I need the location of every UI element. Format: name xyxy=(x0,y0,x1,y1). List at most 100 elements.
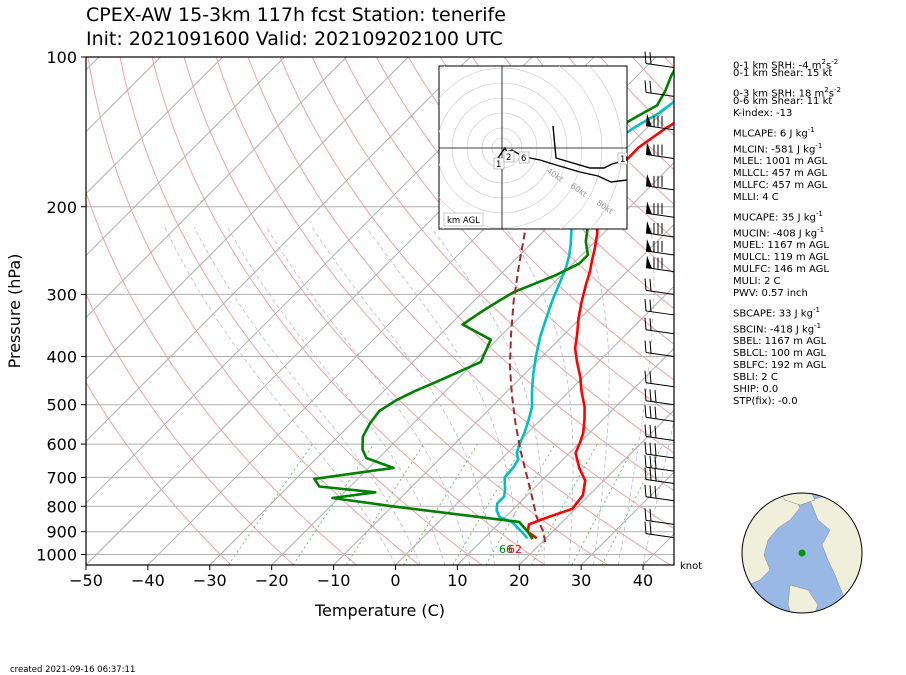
moist-adiabat xyxy=(193,227,421,565)
x-tick-label: 0 xyxy=(390,571,400,590)
dry-adiabat xyxy=(279,57,674,492)
x-tick-label: 10 xyxy=(447,571,467,590)
wind-barb-feather xyxy=(644,405,647,418)
wind-barb-flag xyxy=(646,201,652,215)
plot-frame xyxy=(85,56,675,566)
wind-barb-feather xyxy=(649,522,652,535)
dry-adiabat xyxy=(86,190,357,565)
location-globe xyxy=(741,492,863,614)
wind-barbs xyxy=(644,51,675,539)
dry-adiabat xyxy=(87,57,420,565)
wind-barb-feather xyxy=(649,318,652,331)
wind-barb-feather xyxy=(644,340,647,353)
wind-barb-staff xyxy=(645,435,675,441)
sounding-index-2: 0-3 km SRH: 18 m2s-2 xyxy=(733,86,841,100)
wind-barb-feather xyxy=(654,425,657,438)
dry-adiabat xyxy=(311,57,674,454)
sounding-index-20: SBEL: 1167 m AGL xyxy=(733,336,827,347)
y-tick-label: 700 xyxy=(46,468,77,487)
wind-barb-staff xyxy=(645,352,675,357)
wind-unit-label: knot xyxy=(680,561,702,572)
sounding-index-18: SBCAPE: 33 J kg-1 xyxy=(733,306,820,320)
wind-barb-feather xyxy=(644,278,647,291)
hodograph-height-label: 1 xyxy=(496,160,501,170)
wind-barb-feather xyxy=(654,389,657,402)
dry-adiabat xyxy=(183,57,608,565)
isotherm xyxy=(86,57,162,133)
wind-barb-staff xyxy=(645,382,675,388)
mixing-ratio-line xyxy=(403,443,478,565)
dry-adiabat xyxy=(247,57,674,530)
wind-barb-flag xyxy=(646,238,652,252)
sounding-index-0: 0-1 km SRH: -4 m2s-2 xyxy=(733,58,839,72)
isotherm xyxy=(209,100,674,565)
wind-barb-flag xyxy=(646,142,652,156)
x-tick-label: 30 xyxy=(571,571,591,590)
created-timestamp: created 2021-09-16 06:37:11 xyxy=(10,665,136,675)
moist-adiabat xyxy=(366,227,520,565)
sounding-index-1: 0-1 km Shear: 15 kt xyxy=(733,68,833,79)
mixing-ratio-line xyxy=(530,443,598,565)
isotherm xyxy=(580,471,674,565)
globe-south-america xyxy=(787,584,819,613)
sounding-index-17: PWV: 0.57 inch xyxy=(733,288,808,299)
wind-barb-feather xyxy=(644,442,647,455)
isotherm xyxy=(457,347,674,565)
dry-adiabat xyxy=(151,57,546,565)
wind-barb-flag xyxy=(646,255,652,269)
x-tick-label: 20 xyxy=(509,571,529,590)
wind-barb-feather xyxy=(649,455,652,468)
wind-barb-feather xyxy=(654,406,657,419)
wind-barb-staff xyxy=(645,310,675,316)
dry-adiabat xyxy=(471,57,674,275)
hodograph-height-label: 10 xyxy=(620,155,631,165)
wind-barb-feather xyxy=(644,317,647,330)
mixing-ratio-line xyxy=(292,443,375,565)
wind-barb-feather xyxy=(649,508,652,522)
wind-barb-feather xyxy=(644,521,647,534)
moist-adiabat xyxy=(430,227,545,565)
wind-barb-staff xyxy=(645,519,675,525)
moist-adiabat xyxy=(164,227,396,565)
wind-barb-feather xyxy=(649,278,652,291)
moist-adiabat xyxy=(617,227,655,565)
wind-barb-feather xyxy=(644,51,647,64)
surface-label-0: 66 xyxy=(499,543,513,556)
moist-adiabat xyxy=(581,227,610,565)
y-tick-label: 200 xyxy=(46,198,77,217)
dry-adiabat xyxy=(439,57,674,310)
sounding-index-16: MULI: 2 C xyxy=(733,276,781,287)
isotherm xyxy=(86,57,223,195)
wind-barb-feather xyxy=(649,341,652,354)
sounding-index-7: MLEL: 1001 m AGL xyxy=(733,156,828,167)
dry-adiabat xyxy=(86,293,295,565)
x-tick-label: −30 xyxy=(193,571,227,590)
mixing-ratio-line xyxy=(345,443,425,565)
sounding-indices-panel: 0-1 km SRH: -4 m2s-2 0-1 km Shear: 15 kt 0… xyxy=(733,56,841,408)
sounding-index-6: MLCIN: -581 J kg-1 xyxy=(733,142,823,156)
wind-barb-feather xyxy=(644,80,647,93)
wind-barb-flag xyxy=(646,173,652,187)
sounding-index-8: MLLCL: 457 m AGL xyxy=(733,168,828,179)
wind-barb-staff xyxy=(645,63,675,69)
hodograph-height-box xyxy=(493,157,505,170)
dry-adiabat xyxy=(119,57,483,565)
wind-barb-flag xyxy=(646,113,652,127)
hodograph-height-label: 6 xyxy=(521,154,526,164)
wind-barb-staff xyxy=(645,289,675,295)
hodograph-legend: km AGL xyxy=(447,216,480,226)
isotherm xyxy=(86,57,409,381)
wind-barb-feather xyxy=(644,370,647,383)
dry-adiabat xyxy=(407,57,674,345)
mixing-ratio-line xyxy=(452,443,525,565)
y-tick-label: 800 xyxy=(46,497,77,516)
sounding-index-24: SHIP: 0.0 xyxy=(733,384,779,395)
isotherm xyxy=(86,57,471,442)
isotherm xyxy=(518,409,674,565)
surface-label-1: 62 xyxy=(508,543,522,556)
wind-barb-feather xyxy=(649,405,652,418)
x-tick-label: 40 xyxy=(633,571,653,590)
wind-barb-feather xyxy=(644,424,647,437)
